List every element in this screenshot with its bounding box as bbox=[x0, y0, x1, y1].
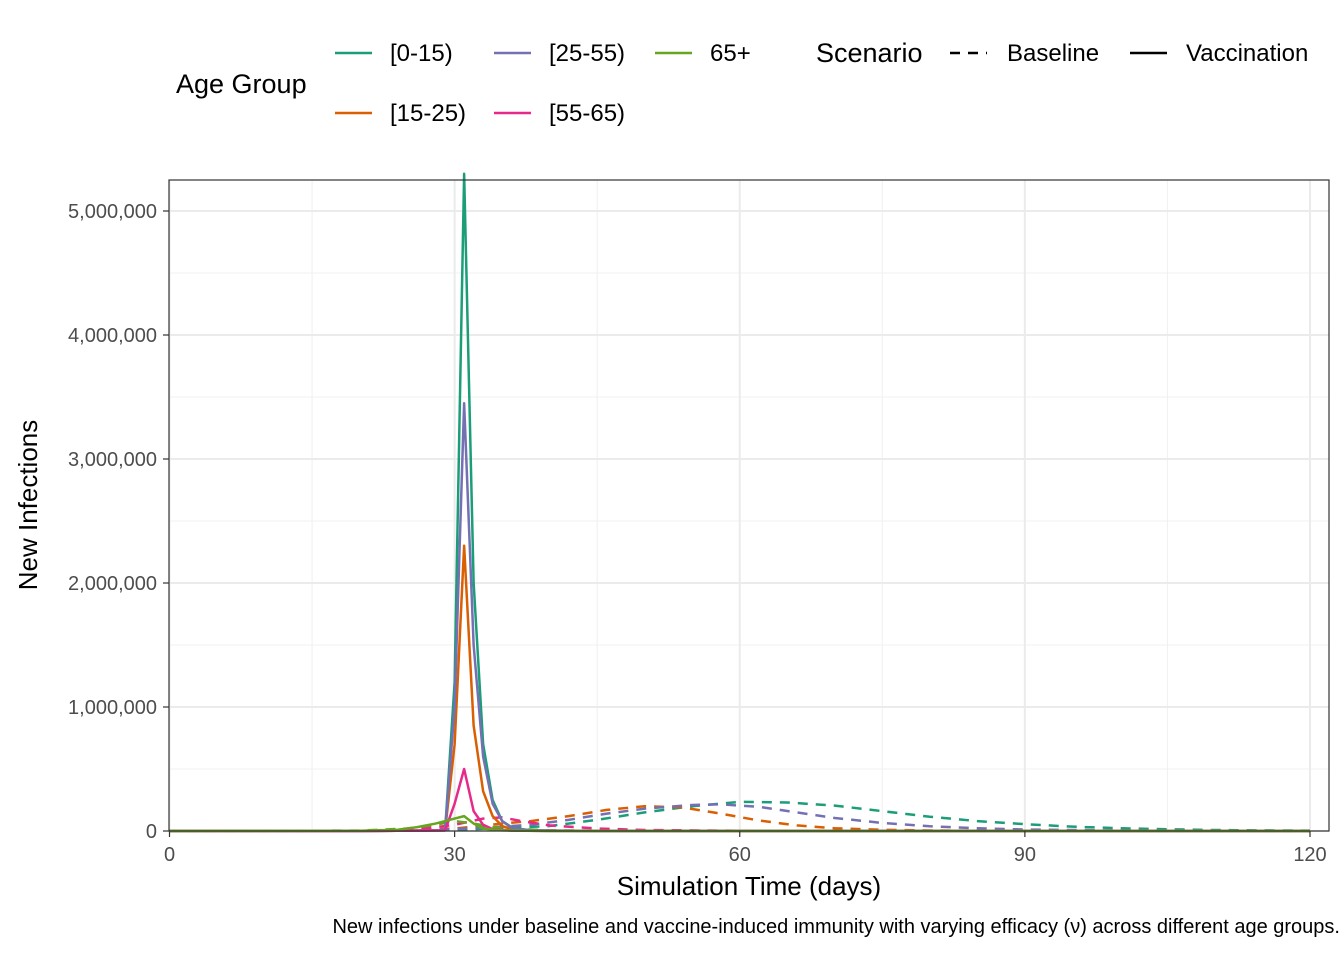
legend-label-age-55-65: [55-65) bbox=[549, 100, 625, 127]
plot-panel-border bbox=[168, 179, 1330, 832]
figure-caption: New infections under baseline and vaccin… bbox=[332, 916, 1340, 938]
plot-panel-background bbox=[169, 180, 1329, 831]
legend-title-scenario: Scenario bbox=[816, 38, 923, 68]
y-tick-label: 5,000,000 bbox=[68, 201, 157, 223]
legend-title-age-group: Age Group bbox=[176, 69, 307, 99]
legend-item-age-65plus: 65+ bbox=[655, 40, 751, 67]
legend-item-baseline: Baseline bbox=[950, 40, 1099, 67]
y-tick-label: 4,000,000 bbox=[68, 325, 157, 347]
legend: Age Group [0-15) [15-25) [25-55) [55-65)… bbox=[176, 38, 1308, 127]
series-line-baseline-015 bbox=[169, 800, 1311, 833]
legend-label-age-25-55: [25-55) bbox=[549, 40, 625, 67]
x-tick-label: 30 bbox=[444, 844, 466, 866]
legend-item-age-25-55: [25-55) bbox=[494, 40, 625, 67]
legend-item-age-55-65: [55-65) bbox=[494, 100, 625, 127]
x-tick-label: 90 bbox=[1014, 844, 1036, 866]
x-axis-title: Simulation Time (days) bbox=[617, 871, 881, 901]
legend-item-vaccination: Vaccination bbox=[1130, 40, 1308, 67]
y-axis: 0 1,000,000 2,000,000 3,000,000 4,000,000 5,0… bbox=[68, 201, 169, 843]
series-line-baseline-65plus bbox=[169, 819, 1311, 833]
legend-item-age-0-15: [0-15) bbox=[335, 40, 453, 67]
legend-label-age-15-25: [15-25) bbox=[390, 100, 466, 127]
x-tick-label: 60 bbox=[729, 844, 751, 866]
grid-minor bbox=[169, 180, 1329, 831]
legend-item-age-15-25: [15-25) bbox=[335, 100, 466, 127]
legend-label-baseline: Baseline bbox=[1007, 40, 1099, 67]
x-axis: 0 30 60 90 120 bbox=[164, 831, 1327, 866]
y-tick-label: 0 bbox=[146, 821, 157, 843]
legend-label-age-65plus: 65+ bbox=[710, 40, 751, 67]
y-tick-label: 2,000,000 bbox=[68, 573, 157, 595]
y-axis-title: New Infections bbox=[13, 420, 43, 591]
legend-label-age-0-15: [0-15) bbox=[390, 40, 453, 67]
legend-label-vaccination: Vaccination bbox=[1186, 40, 1308, 67]
y-tick-label: 1,000,000 bbox=[68, 697, 157, 719]
x-tick-label: 120 bbox=[1293, 844, 1326, 866]
y-tick-label: 3,000,000 bbox=[68, 449, 157, 471]
x-tick-label: 0 bbox=[164, 844, 175, 866]
